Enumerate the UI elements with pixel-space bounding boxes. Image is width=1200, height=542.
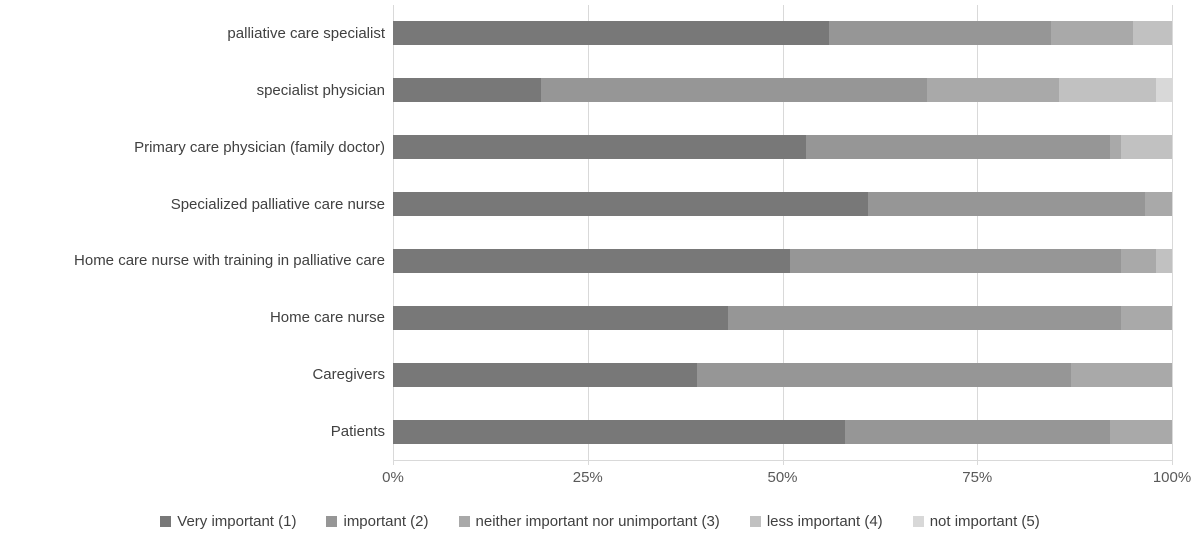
category-label: Home care nurse — [269, 309, 385, 327]
bar-segment — [696, 362, 1071, 387]
gridline — [587, 5, 589, 460]
bar-segment — [1109, 419, 1172, 444]
legend-item: important (2) — [326, 512, 429, 530]
stacked-bar — [393, 78, 1172, 103]
bar-segment — [1121, 135, 1172, 160]
gridline — [782, 5, 784, 460]
stacked-bar — [393, 192, 1172, 217]
legend-label: Very important (1) — [177, 512, 297, 530]
x-tick-mark — [782, 460, 784, 465]
legend-item: not important (5) — [912, 512, 1040, 530]
category-label: Primary care physician (family doctor) — [134, 138, 385, 156]
category-label: Caregivers — [312, 366, 385, 384]
bar-segment — [393, 248, 791, 273]
x-tick-mark — [1172, 460, 1173, 465]
bar-segment — [1144, 192, 1172, 217]
bar-segment — [393, 78, 541, 103]
stacked-bar — [393, 248, 1172, 273]
x-tick-label: 100% — [1152, 469, 1192, 486]
bar-segment — [868, 192, 1145, 217]
bar-segment — [805, 135, 1110, 160]
bar-segment — [1156, 78, 1172, 103]
legend-swatch-icon — [160, 515, 172, 527]
bar-segment — [1051, 21, 1134, 46]
stacked-bar — [393, 419, 1172, 444]
bar-segment — [844, 419, 1110, 444]
bar-segment — [790, 248, 1122, 273]
bar-segment — [541, 78, 927, 103]
stacked-bar — [393, 135, 1172, 160]
stacked-bar — [393, 305, 1172, 330]
bar-segment — [393, 362, 697, 387]
legend-item: less important (4) — [749, 512, 883, 530]
category-label: Home care nurse with training in palliat… — [74, 252, 385, 270]
stacked-bar — [393, 21, 1172, 46]
stacked-bar — [393, 362, 1172, 387]
x-tick-mark — [587, 460, 589, 465]
bar-segment — [393, 135, 806, 160]
legend-item: neither important nor unimportant (3) — [458, 512, 720, 530]
bar-segment — [1121, 248, 1157, 273]
bar-segment — [393, 305, 728, 330]
bar-segment — [926, 78, 1060, 103]
gridline — [393, 5, 394, 460]
x-tick-mark — [393, 460, 394, 465]
category-label: Patients — [330, 423, 385, 441]
bar-segment — [1070, 362, 1172, 387]
bar-segment — [1109, 135, 1122, 160]
bar-segment — [829, 21, 1052, 46]
legend-swatch-icon — [326, 515, 338, 527]
bar-segment — [1133, 21, 1172, 46]
bar-segment — [1121, 305, 1172, 330]
legend: Very important (1) important (2) neither i… — [0, 508, 1200, 534]
plot-area — [393, 5, 1173, 460]
gridline — [1172, 5, 1173, 460]
legend-swatch-icon — [912, 515, 924, 527]
bar-segment — [727, 305, 1122, 330]
category-label: palliative care specialist — [227, 24, 385, 42]
legend-label: less important (4) — [766, 512, 883, 530]
legend-label: neither important nor unimportant (3) — [475, 512, 720, 530]
bar-segment — [393, 192, 869, 217]
bar-segment — [393, 21, 830, 46]
x-tick-label: 25% — [572, 469, 603, 486]
x-tick-mark — [977, 460, 979, 465]
x-tick-label: 50% — [767, 469, 798, 486]
gridline — [977, 5, 979, 460]
x-tick-label: 75% — [962, 469, 993, 486]
bar-segment — [393, 419, 845, 444]
category-label: specialist physician — [256, 81, 385, 99]
bar-segment — [1156, 248, 1172, 273]
category-label: Specialized palliative care nurse — [170, 195, 385, 213]
legend-swatch-icon — [458, 515, 470, 527]
legend-label: important (2) — [343, 512, 429, 530]
bar-segment — [1059, 78, 1157, 103]
x-tick-label: 0% — [382, 469, 404, 486]
legend-item: Very important (1) — [160, 513, 296, 530]
legend-label: not important (5) — [929, 512, 1040, 530]
legend-swatch-icon — [749, 515, 761, 527]
